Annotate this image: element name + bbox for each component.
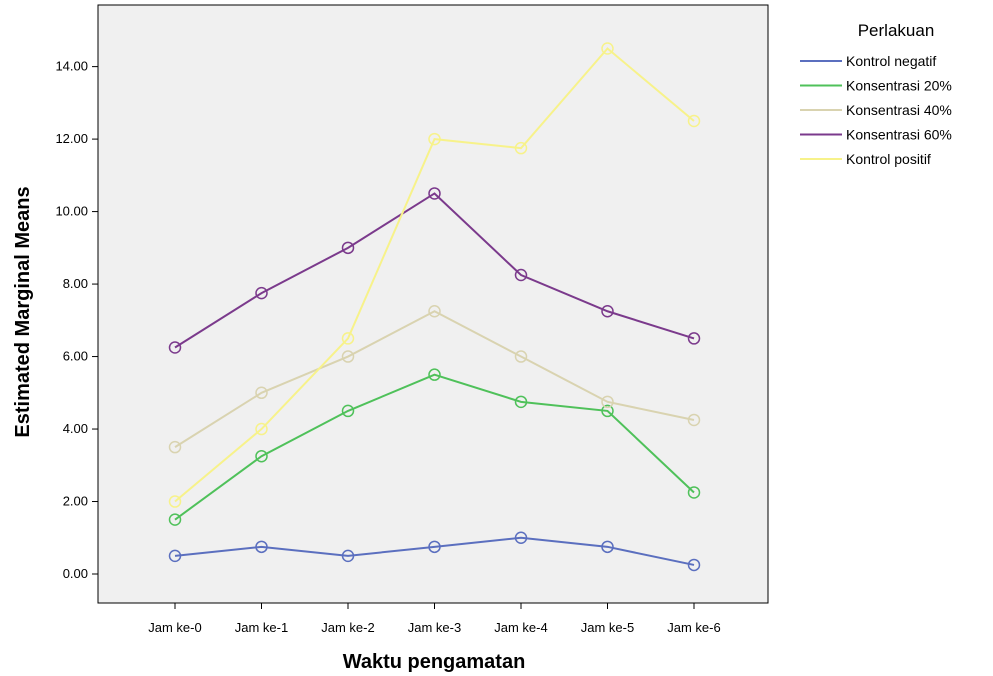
data-point [514,268,528,282]
series-line [174,536,695,566]
legend-item: Konsentrasi 60% [800,127,952,143]
data-point [601,404,614,418]
y-axis: 0.00 2.00 4.00 6.00 8.00 10.00 12.00 14.00 [55,59,98,581]
legend-label: Konsentrasi 60% [846,127,952,143]
data-point [687,332,701,345]
y-tick-label: 0.00 [63,566,88,581]
legend-label: Konsentrasi 40% [846,102,952,118]
data-point [341,332,355,345]
y-tick-label: 4.00 [63,421,88,436]
data-point [687,413,701,427]
x-tick-label: Jam ke-5 [581,620,634,635]
legend-item: Kontrol negatif [800,53,936,69]
legend-label: Konsentrasi 20% [846,78,952,94]
data-point [428,132,441,146]
series-layer [168,42,701,572]
x-tick-label: Jam ke-2 [321,620,374,635]
data-point [255,422,268,436]
data-point [601,304,614,318]
data-point [687,114,701,128]
data-point [255,540,268,554]
x-axis-title: Waktu pengamatan [343,651,526,673]
data-point [514,395,528,409]
data-point [428,304,441,318]
x-tick-label: Jam ke-3 [408,620,461,635]
x-tick-label: Jam ke-0 [148,620,201,635]
y-tick-label: 8.00 [63,276,88,291]
data-point [601,540,614,554]
y-tick-label: 10.00 [55,204,88,219]
y-tick-label: 2.00 [63,494,88,509]
series [168,187,701,354]
data-point [255,386,268,400]
series-line [174,192,695,349]
legend-label: Kontrol negatif [846,53,936,69]
series [168,368,701,526]
y-tick-label: 12.00 [55,131,88,146]
data-point [514,350,528,363]
data-point [428,540,441,554]
legend: Perlakuan Kontrol negatif Konsentrasi 20%… [800,21,952,167]
data-point [341,404,355,418]
x-tick-label: Jam ke-1 [235,620,288,635]
data-point [255,286,268,300]
data-point [341,241,355,255]
plot-area [97,4,769,604]
series-line [174,373,695,521]
legend-label: Kontrol positif [846,151,931,167]
data-point [428,368,441,381]
legend-item: Kontrol positif [800,151,931,167]
data-point [514,141,528,155]
series [168,531,701,572]
data-point [168,495,182,508]
data-point [341,549,355,563]
data-point [687,486,701,499]
legend-item: Konsentrasi 20% [800,78,952,94]
data-point [168,549,182,563]
x-tick-label: Jam ke-6 [667,620,720,635]
y-tick-label: 14.00 [55,59,88,74]
legend-item: Konsentrasi 40% [800,102,952,118]
data-point [168,513,182,526]
data-point [428,187,441,200]
x-axis: Jam ke-0 Jam ke-1 Jam ke-2 Jam ke-3 Jam ke-4… [148,603,721,635]
y-axis-title: Estimated Marginal Means [12,186,34,437]
series-line [174,47,695,503]
y-tick-label: 6.00 [63,349,88,364]
data-point [168,341,182,354]
series [168,304,701,454]
data-point [601,42,614,55]
data-point [514,531,528,545]
x-tick-label: Jam ke-4 [494,620,547,635]
data-point [168,440,182,454]
series-line [174,310,695,449]
series [168,42,701,508]
data-point [601,395,614,409]
data-point [255,449,268,463]
data-point [341,350,355,363]
data-point [687,558,701,572]
legend-title: Perlakuan [858,21,935,40]
